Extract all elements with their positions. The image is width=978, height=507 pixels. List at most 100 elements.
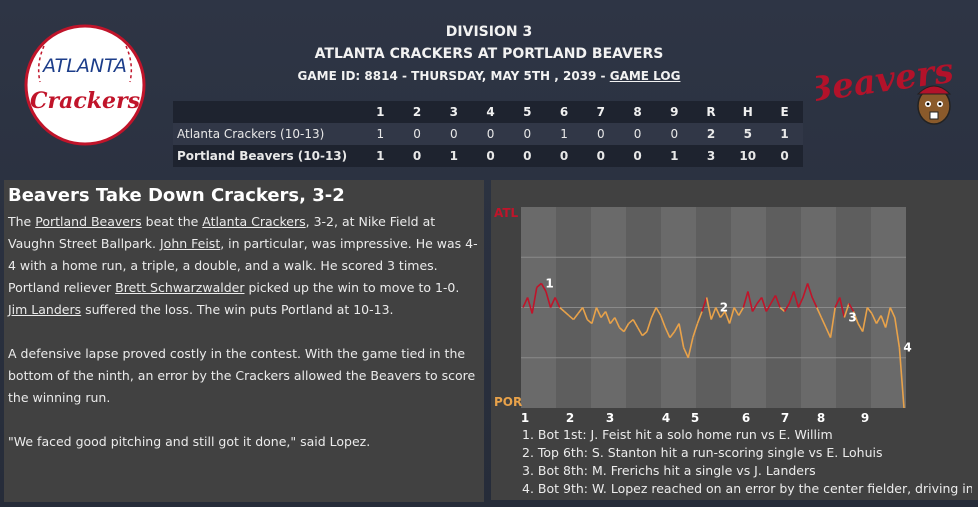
win-probability-segment xyxy=(554,297,561,308)
hits-header: H xyxy=(742,105,753,119)
inning-score: 0 xyxy=(413,127,421,141)
win-probability-segment xyxy=(522,297,529,308)
win-probability-segment xyxy=(563,310,570,317)
win-probability-segment xyxy=(825,327,832,338)
team-link-atlanta[interactable]: Atlanta Crackers xyxy=(202,214,306,229)
win-probability-segment xyxy=(701,297,708,312)
inning-header: 7 xyxy=(596,105,605,119)
inning-tick-label: 3 xyxy=(606,411,614,425)
team-column-header xyxy=(173,101,362,123)
atl-axis-label: ATL xyxy=(494,206,519,220)
win-probability-segment xyxy=(545,291,552,308)
inning-score: 0 xyxy=(449,127,458,141)
portland-beavers-logo: Beavers xyxy=(800,48,968,132)
inning-score: 0 xyxy=(670,127,679,141)
event-notes: 1. Bot 1st: J. Feist hit a solo home run… xyxy=(522,426,972,498)
inning-score: 0 xyxy=(559,149,569,163)
win-probability-segment xyxy=(738,307,745,316)
win-probability-segment xyxy=(898,347,905,409)
table-row: Atlanta Crackers (10-13) 1 0 0 0 0 1 0 0… xyxy=(173,123,803,145)
win-probability-segment xyxy=(526,297,533,314)
win-probability-segment xyxy=(843,303,850,318)
event-marker: 4 xyxy=(903,341,911,355)
win-probability-segment xyxy=(577,307,584,315)
win-probability-segment xyxy=(632,319,639,328)
hits-total: 10 xyxy=(739,149,757,163)
win-probability-segment xyxy=(742,291,749,308)
event-note: 4. Bot 9th: W. Lopez reached on an error… xyxy=(522,481,972,496)
svg-text:Crackers: Crackers xyxy=(30,88,140,114)
win-probability-segment xyxy=(678,323,685,348)
win-probability-segment xyxy=(889,307,896,318)
inning-score: 0 xyxy=(633,127,642,141)
win-probability-segment xyxy=(692,323,699,338)
team-name-home[interactable]: Portland Beavers (10-13) xyxy=(177,149,348,163)
win-probability-segment xyxy=(848,303,855,312)
event-marker: 2 xyxy=(720,301,728,315)
win-probability-segment xyxy=(861,307,869,332)
win-probability-segment xyxy=(710,307,717,320)
win-probability-segment xyxy=(705,297,712,320)
inning-header: 9 xyxy=(670,105,679,119)
win-probability-segment xyxy=(875,315,882,324)
article-paragraph: The Portland Beavers beat the Atlanta Cr… xyxy=(8,211,480,321)
inning-score: 1 xyxy=(670,149,679,163)
inning-header: 6 xyxy=(559,105,569,119)
win-probability-segment xyxy=(779,306,786,313)
win-probability-segment xyxy=(788,291,795,304)
win-probability-segment xyxy=(659,315,667,328)
inning-header: 1 xyxy=(376,105,385,119)
game-info-text: GAME ID: 8814 - THURSDAY, MAY 5TH , 2039… xyxy=(297,69,610,83)
game-log-link[interactable]: GAME LOG xyxy=(609,69,681,83)
por-axis-label: POR xyxy=(494,395,522,409)
article-paragraph: A defensive lapse proved costly in the c… xyxy=(8,346,476,405)
inning-score: 0 xyxy=(523,149,532,163)
win-probability-segment xyxy=(728,307,735,324)
atlanta-crackers-logo: ATLANTA Crackers xyxy=(16,24,154,146)
player-link-landers[interactable]: Jim Landers xyxy=(8,302,82,317)
matchup-title: ATLANTA CRACKERS AT PORTLAND BEAVERS xyxy=(314,46,664,62)
win-probability-segment xyxy=(829,307,836,338)
linescore-table: 1 2 3 4 5 6 7 8 9 R H E Atlanta Crackers… xyxy=(173,101,803,167)
win-probability-segment xyxy=(857,323,864,333)
win-probability-segment xyxy=(806,283,813,298)
inning-score: 1 xyxy=(449,149,458,163)
inning-score: 0 xyxy=(486,149,495,163)
svg-text:ATLANTA: ATLANTA xyxy=(41,55,127,77)
win-probability-panel: ATL POR 1 2 3 4 1 2 3 4 5 6 7 8 9 1. Bot 1st: J. Fe… xyxy=(491,180,978,500)
event-note: 2. Top 6th: S. Stanton hit a run-scoring… xyxy=(522,445,883,460)
runs-header: R xyxy=(706,105,716,119)
win-probability-segment xyxy=(793,291,800,308)
win-probability-segment xyxy=(696,311,703,324)
inning-header: 4 xyxy=(486,105,495,119)
inning-tick-label: 6 xyxy=(742,411,750,425)
event-note: 3. Bot 8th: M. Frerichs hit a single vs … xyxy=(522,463,816,478)
inning-tick-label: 2 xyxy=(566,411,574,425)
win-probability-segment xyxy=(871,313,878,324)
win-probability-segment xyxy=(559,306,565,313)
inning-tick-label: 7 xyxy=(781,411,789,425)
win-probability-segment xyxy=(540,282,547,292)
table-row: Portland Beavers (10-13) 1 0 1 0 0 0 0 0… xyxy=(173,145,803,167)
inning-score: 0 xyxy=(596,127,605,141)
team-name-away[interactable]: Atlanta Crackers (10-13) xyxy=(177,127,325,141)
win-probability-segment xyxy=(687,337,694,358)
win-probability-segment xyxy=(618,326,625,333)
game-recap-article: Beavers Take Down Crackers, 3-2 The Port… xyxy=(4,180,484,502)
player-link-feist[interactable]: John Feist xyxy=(159,236,221,251)
win-probability-segment xyxy=(536,282,542,289)
hits-total: 5 xyxy=(743,127,752,141)
player-link-schwarzwalder[interactable]: Brett Schwarzwalder xyxy=(115,280,245,295)
win-probability-segment xyxy=(591,307,598,324)
win-probability-segment xyxy=(866,307,873,315)
team-link-portland[interactable]: Portland Beavers xyxy=(35,214,142,229)
win-probability-segment xyxy=(852,311,859,324)
win-probability-chart: ATL POR 1 2 3 4 1 2 3 4 5 6 7 8 9 xyxy=(494,206,912,425)
inning-tick-label: 8 xyxy=(817,411,825,425)
article-quote: "We faced good pitching and still got it… xyxy=(8,434,371,449)
win-probability-segment xyxy=(884,307,892,328)
division-title: DIVISION 3 xyxy=(445,24,533,40)
win-probability-segment xyxy=(724,311,731,324)
win-probability-segment xyxy=(838,297,846,318)
win-probability-segment xyxy=(770,295,777,304)
